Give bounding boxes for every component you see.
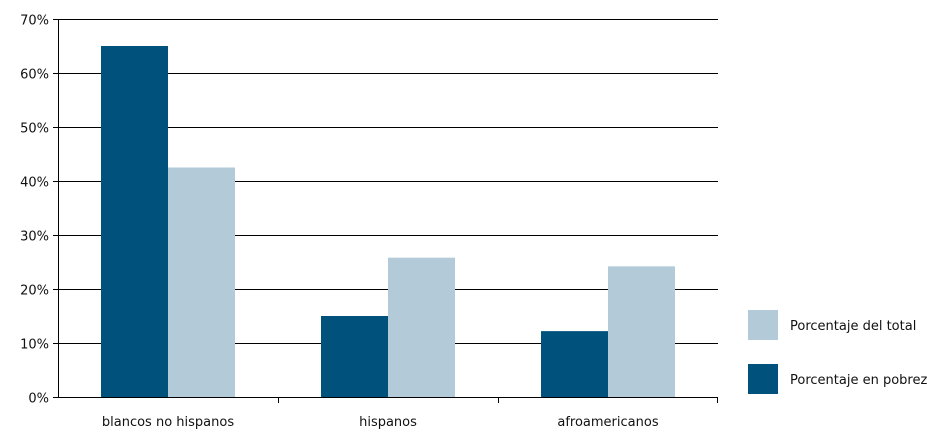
bar-porcentaje-del-total [608,266,675,397]
y-tick-label: 60% [20,68,49,83]
y-tick-label: 10% [20,338,49,353]
y-tick-label: 50% [20,122,49,137]
legend-label: Porcentaje del total [790,319,916,334]
y-tick-label: 20% [20,284,49,299]
category-label: hispanos [359,415,417,430]
axes [53,19,718,403]
legend-label: Porcentaje en pobreza [790,373,927,388]
y-tick-label: 70% [20,14,49,29]
y-tick-label: 40% [20,176,49,191]
bars [101,46,675,397]
category-label: afroamericanos [557,415,658,430]
y-tick-labels: 0% 10% 20% 30% 40% 50% 60% 70% [20,14,49,407]
category-label: blancos no hispanos [102,415,234,430]
bar-porcentaje-del-total [388,257,455,397]
bar-porcentaje-en-pobreza [321,316,388,397]
category-labels: blancos no hispanos hispanos afroamericano… [102,415,659,430]
legend-swatch [748,310,778,340]
legend: Porcentaje del total Porcentaje en pobrez… [748,310,927,394]
bar-porcentaje-en-pobreza [101,46,168,397]
legend-swatch [748,364,778,394]
y-tick-label: 0% [28,392,49,407]
y-tick-label: 30% [20,230,49,245]
bar-porcentaje-del-total [168,167,235,397]
bar-porcentaje-en-pobreza [541,331,608,397]
